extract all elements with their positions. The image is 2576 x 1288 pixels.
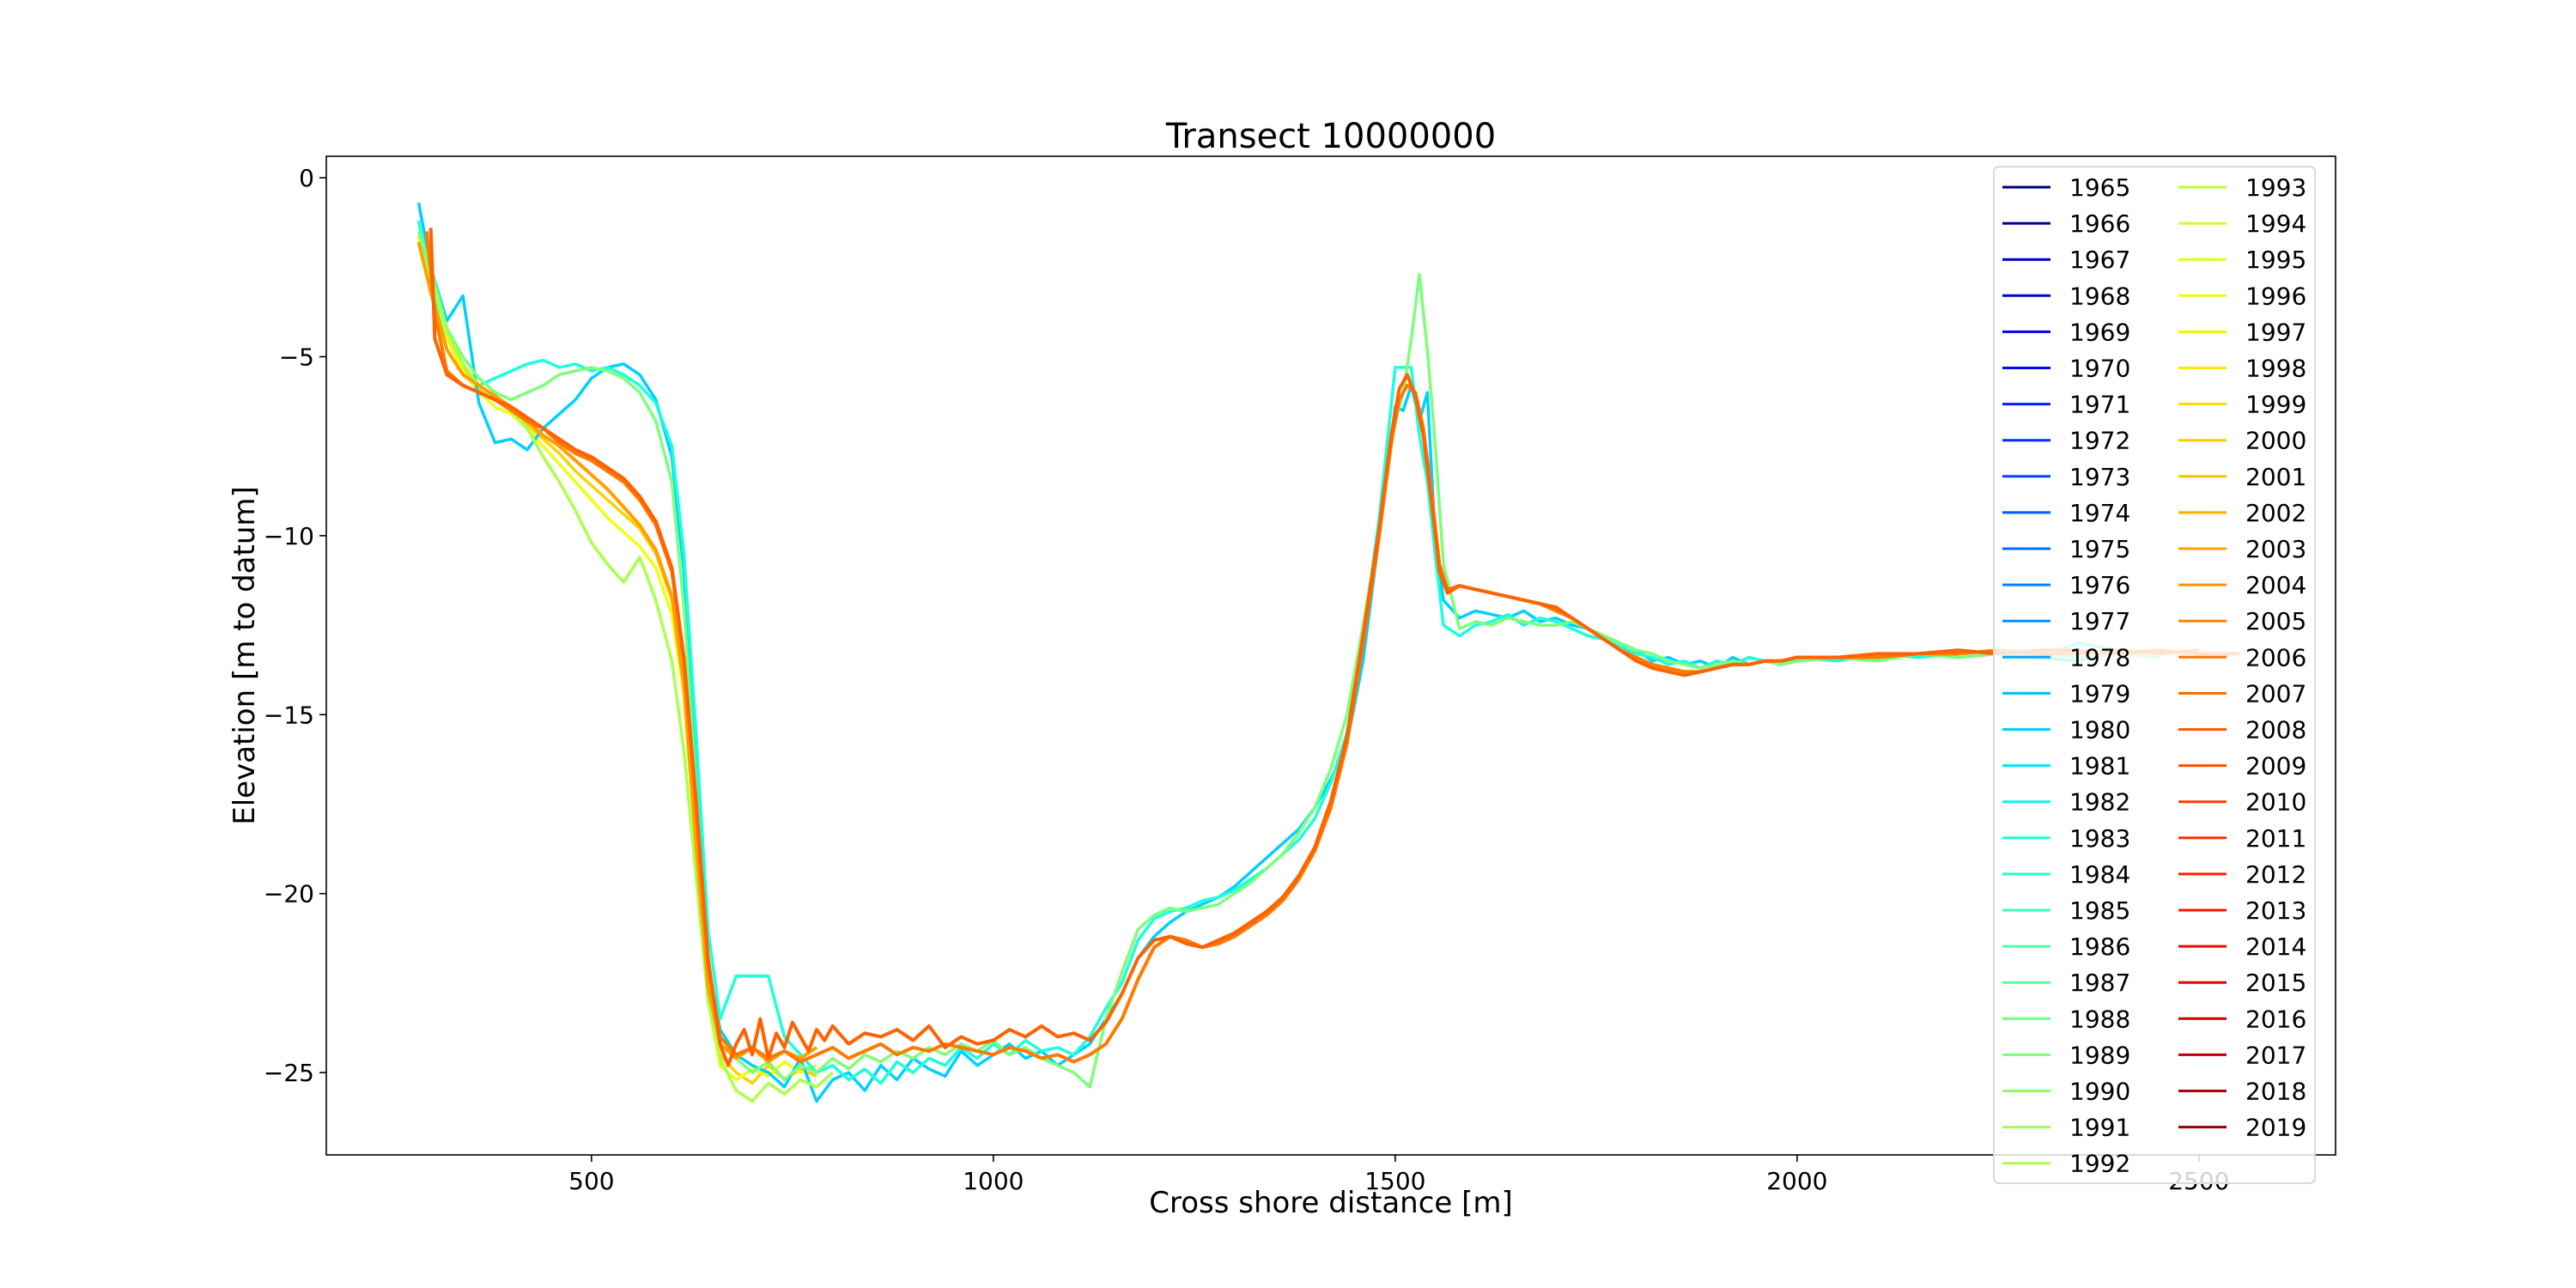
- x-tick-label: 1000: [963, 1167, 1024, 1195]
- y-tick-label: 0: [299, 164, 314, 192]
- profile-line-2: [416, 238, 817, 1082]
- legend-label: 2011: [2245, 824, 2306, 853]
- legend-label: 1987: [2069, 969, 2130, 997]
- legend-label: 1998: [2245, 355, 2306, 383]
- legend-label: 2017: [2245, 1041, 2306, 1069]
- series-line-1980: [416, 202, 2160, 1103]
- legend-label: 1982: [2069, 788, 2130, 817]
- legend-label: 1968: [2069, 282, 2130, 310]
- legend-label: 1981: [2069, 752, 2130, 781]
- profile-line-5: [428, 228, 2239, 1067]
- legend-label: 1971: [2069, 391, 2130, 419]
- legend-label: 1972: [2069, 427, 2130, 455]
- legend-label: 2009: [2245, 752, 2306, 781]
- legend-label: 2016: [2245, 1005, 2306, 1033]
- legend-label: 1993: [2245, 173, 2306, 202]
- plot-lines: [416, 202, 2239, 1103]
- legend-label: 2014: [2245, 933, 2306, 961]
- legend-label: 2005: [2245, 607, 2306, 635]
- legend-label: 1997: [2245, 318, 2306, 346]
- legend-label: 2007: [2245, 679, 2306, 708]
- legend-label: 1992: [2069, 1150, 2130, 1178]
- legend-label: 1990: [2069, 1078, 2130, 1106]
- plot-frame: [325, 155, 2336, 1156]
- y-axis-title: Elevation [m to datum]: [228, 486, 262, 825]
- x-tick-label: 2000: [1766, 1167, 1827, 1195]
- y-tick-label: −25: [264, 1059, 314, 1087]
- legend-label: 2004: [2245, 571, 2306, 599]
- profile-line-1: [416, 234, 817, 1085]
- legend-label: 1977: [2069, 607, 2130, 635]
- legend-label: 1966: [2069, 210, 2130, 238]
- axes: 50010001500200025000−5−10−15−20−25: [264, 155, 2336, 1195]
- x-tick-label: 500: [568, 1167, 614, 1195]
- y-tick-label: −10: [264, 522, 314, 550]
- legend-label: 2015: [2245, 969, 2306, 997]
- legend-label: 1986: [2069, 933, 2130, 961]
- legend-label: 1999: [2245, 391, 2306, 419]
- legend-label: 1975: [2069, 535, 2130, 563]
- x-axis-title: Cross shore distance [m]: [1149, 1186, 1513, 1220]
- legend-label: 1967: [2069, 246, 2130, 274]
- y-tick-label: −15: [264, 701, 314, 729]
- legend: 1965 1966 1967 1968 1969 1970 1971 1972 1973 1974…: [1993, 166, 2316, 1184]
- legend-label: 1974: [2069, 499, 2130, 527]
- legend-label: 1995: [2245, 246, 2306, 274]
- legend-label: 1969: [2069, 318, 2130, 346]
- legend-label: 2001: [2245, 463, 2306, 491]
- chart-title: Transect 10000000: [1165, 117, 1496, 156]
- legend-label: 2000: [2245, 427, 2306, 455]
- legend-label: 1979: [2069, 679, 2130, 708]
- y-tick-label: −20: [264, 880, 314, 908]
- legend-label: 2003: [2245, 535, 2306, 563]
- legend-label: 1973: [2069, 463, 2130, 491]
- legend-label: 2002: [2245, 499, 2306, 527]
- legend-label: 1970: [2069, 355, 2130, 383]
- legend-label: 2008: [2245, 716, 2306, 744]
- legend-box: [1993, 166, 2316, 1184]
- legend-label: 1980: [2069, 716, 2130, 744]
- legend-label: 2018: [2245, 1078, 2306, 1106]
- legend-label: 1996: [2245, 282, 2306, 310]
- legend-label: 1984: [2069, 860, 2130, 889]
- legend-label: 1976: [2069, 571, 2130, 599]
- legend-label: 1991: [2069, 1114, 2130, 1142]
- legend-label: 1989: [2069, 1041, 2130, 1069]
- legend-label: 2019: [2245, 1114, 2306, 1142]
- legend-label: 2013: [2245, 896, 2306, 925]
- legend-label: 2006: [2245, 643, 2306, 671]
- legend-label: 1965: [2069, 173, 2130, 202]
- legend-label: 1978: [2069, 643, 2130, 671]
- x-tick-label: 1500: [1364, 1167, 1425, 1195]
- legend-label: 2012: [2245, 860, 2306, 889]
- legend-label: 1985: [2069, 896, 2130, 925]
- legend-label: 2010: [2245, 788, 2306, 817]
- y-tick-label: −5: [279, 343, 314, 371]
- legend-label: 1983: [2069, 824, 2130, 853]
- series-line-1989: [416, 230, 2160, 1089]
- legend-label: 1988: [2069, 1005, 2130, 1033]
- legend-label: 1994: [2245, 210, 2306, 238]
